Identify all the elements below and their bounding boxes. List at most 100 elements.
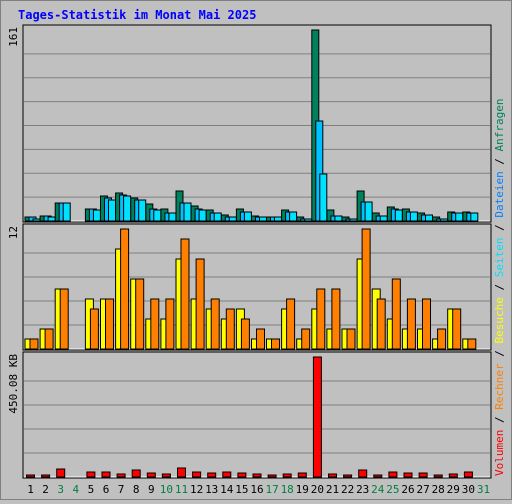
bar-seiten-day-21 [334,215,343,222]
bar-rechner-day-3 [59,288,69,350]
legend-separator: / [493,410,506,430]
x-tick-label: 19 [296,483,309,496]
bar-rechner-day-1 [29,338,39,350]
chart-title: Tages-Statistik im Monat Mai 2025 [18,8,256,22]
x-tick-label: 31 [477,483,490,496]
x-tick-label: 24 [371,483,385,496]
bar-seiten-day-13 [213,212,222,222]
bar-volumen-day-16 [252,473,262,478]
x-tick-label: 21 [326,483,339,496]
bar-rechner-day-19 [301,328,311,350]
bar-seiten-day-2 [47,216,56,222]
bar-seiten-day-11 [183,202,192,222]
x-tick-label: 14 [220,483,234,496]
x-tick-label: 5 [88,483,95,496]
bar-seiten-day-1 [32,218,41,222]
bar-rechner-day-23 [361,228,371,350]
legend-entry-volumen: Volumen [493,430,506,476]
chart-panels: 161 12 450.08 KB [7,24,492,479]
bar-volumen-day-12 [192,471,202,478]
x-tick-label: 20 [311,483,324,496]
bar-volumen-day-26 [403,472,413,478]
bar-seiten-day-5 [92,209,101,222]
bar-seiten-day-17 [274,216,282,222]
x-tick-label: 1 [27,483,34,496]
bar-rechner-day-6 [105,298,114,350]
bar-rechner-day-22 [346,328,356,350]
bar-seiten-day-20 [319,173,328,222]
x-tick-label: 22 [341,483,354,496]
bar-volumen-day-7 [116,473,126,478]
bar-seiten-day-22 [349,218,358,222]
x-tick-label: 29 [447,483,460,496]
x-tick-label: 12 [190,483,203,496]
bar-volumen-day-6 [101,471,111,478]
bar-volumen-day-28 [433,474,443,478]
bar-volumen-day-1 [26,474,35,478]
bar-volumen-day-9 [146,472,156,478]
legend-entry-besuche: Besuche [493,297,506,343]
panel-frame [22,351,492,479]
x-tick-label: 17 [265,483,278,496]
bar-rechner-day-12 [195,258,205,350]
bar-seiten-day-25 [394,209,403,222]
bar-seiten-day-18 [289,211,298,222]
bar-volumen-day-29 [448,473,458,478]
bar-rechner-day-14 [225,308,235,350]
bar-rechner-day-27 [422,298,431,350]
bar-volumen-day-11 [177,467,186,478]
bar-rechner-day-20 [316,288,326,350]
series-seiten [32,173,479,222]
bar-rechner-day-24 [376,298,386,350]
bar-seiten-day-3 [62,202,71,222]
bar-rechner-day-10 [165,298,175,350]
bar-seiten-day-19 [304,218,313,222]
x-tick-label: 13 [205,483,218,496]
x-tick-label: 26 [401,483,414,496]
bar-volumen-day-18 [282,473,292,478]
bar-rechner-day-18 [286,298,296,350]
bar-seiten-day-26 [409,211,418,222]
bar-rechner-day-30 [467,338,477,350]
bar-rechner-day-2 [44,328,54,350]
bar-rechner-day-8 [135,278,145,350]
bar-rechner-day-25 [391,278,401,350]
y-axis-max-label: 161 [7,27,20,47]
x-tick-label: 16 [250,483,263,496]
legend-text: Volumen / Rechner / Besuche / Seiten / D… [493,98,506,476]
x-tick-label: 11 [175,483,188,496]
bar-seiten-day-16 [259,216,267,222]
bar-volumen-day-22 [343,474,353,478]
x-tick-label: 28 [432,483,445,496]
bar-rechner-day-13 [210,298,220,350]
bar-volumen-day-10 [161,473,171,478]
panel-frame [22,24,492,223]
bar-volumen-day-13 [207,472,217,478]
x-tick-label: 3 [57,483,64,496]
bar-seiten-day-8 [138,199,147,222]
bar-rechner-day-9 [150,298,160,350]
series-volumen [26,356,473,478]
x-axis-day-labels: 1 2 3 4 5 6 7 8 9 10 11 12 13 14 15 16 17 18 19 20 21 22 23 24 2… [27,483,490,496]
bar-volumen-day-21 [328,473,337,478]
x-tick-label: 30 [462,483,475,496]
bar-rechner-day-5 [89,308,99,350]
bar-volumen-day-23 [358,469,368,478]
bar-volumen-day-24 [373,474,383,478]
legend-separator: / [493,151,506,171]
y-axis-max-label: 12 [7,226,20,239]
bar-volumen-day-25 [388,471,398,478]
bar-seiten-day-15 [243,211,252,222]
bar-rechner-day-26 [406,298,416,350]
bar-volumen-day-27 [418,472,428,478]
bar-volumen-day-19 [297,472,307,478]
x-tick-label: 6 [103,483,110,496]
series-rechner [29,228,477,350]
bar-volumen-day-3 [56,468,66,478]
legend-separator: / [493,344,506,364]
y-axis-max-label: 450.08 KB [7,354,20,414]
bar-seiten-day-7 [123,195,132,222]
bar-rechner-day-7 [120,228,130,350]
